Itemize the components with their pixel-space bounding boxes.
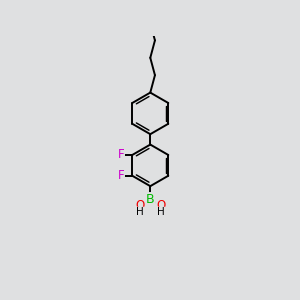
Text: F: F bbox=[117, 148, 124, 161]
Text: O: O bbox=[156, 199, 165, 212]
Text: F: F bbox=[117, 169, 124, 182]
Text: B: B bbox=[146, 193, 154, 206]
Text: H: H bbox=[157, 208, 165, 218]
Text: H: H bbox=[136, 208, 144, 218]
Text: O: O bbox=[135, 199, 145, 212]
